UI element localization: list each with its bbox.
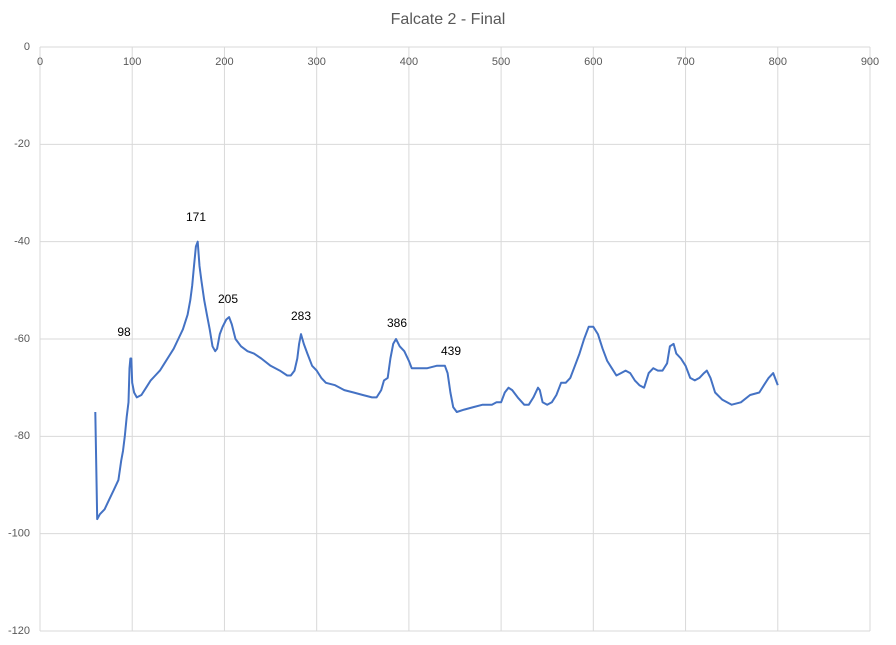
x-tick-label: 100 [123, 56, 141, 68]
y-tick-label: -120 [8, 625, 30, 637]
annotation: 283 [291, 309, 311, 323]
y-tick-label: 0 [24, 41, 30, 53]
x-tick-label: 200 [215, 56, 233, 68]
x-tick-label: 800 [769, 56, 787, 68]
annotation: 171 [186, 210, 206, 224]
x-tick-label: 600 [584, 56, 602, 68]
x-tick-label: 900 [861, 56, 879, 68]
annotation: 98 [117, 325, 131, 339]
x-tick-label: 300 [307, 56, 325, 68]
chart-title: Falcate 2 - Final [391, 11, 506, 28]
y-tick-label: -20 [14, 138, 30, 150]
y-tick-label: -60 [14, 333, 30, 345]
y-tick-label: -80 [14, 430, 30, 442]
annotation: 439 [441, 344, 461, 358]
x-tick-label: 400 [400, 56, 418, 68]
annotation: 205 [218, 292, 238, 306]
annotation: 386 [387, 316, 407, 330]
x-tick-label: 700 [676, 56, 694, 68]
data-line [94, 240, 779, 521]
x-tick-label: 500 [492, 56, 510, 68]
y-tick-label: -100 [8, 528, 30, 540]
x-tick-label: 0 [37, 56, 43, 68]
y-tick-label: -40 [14, 236, 30, 248]
